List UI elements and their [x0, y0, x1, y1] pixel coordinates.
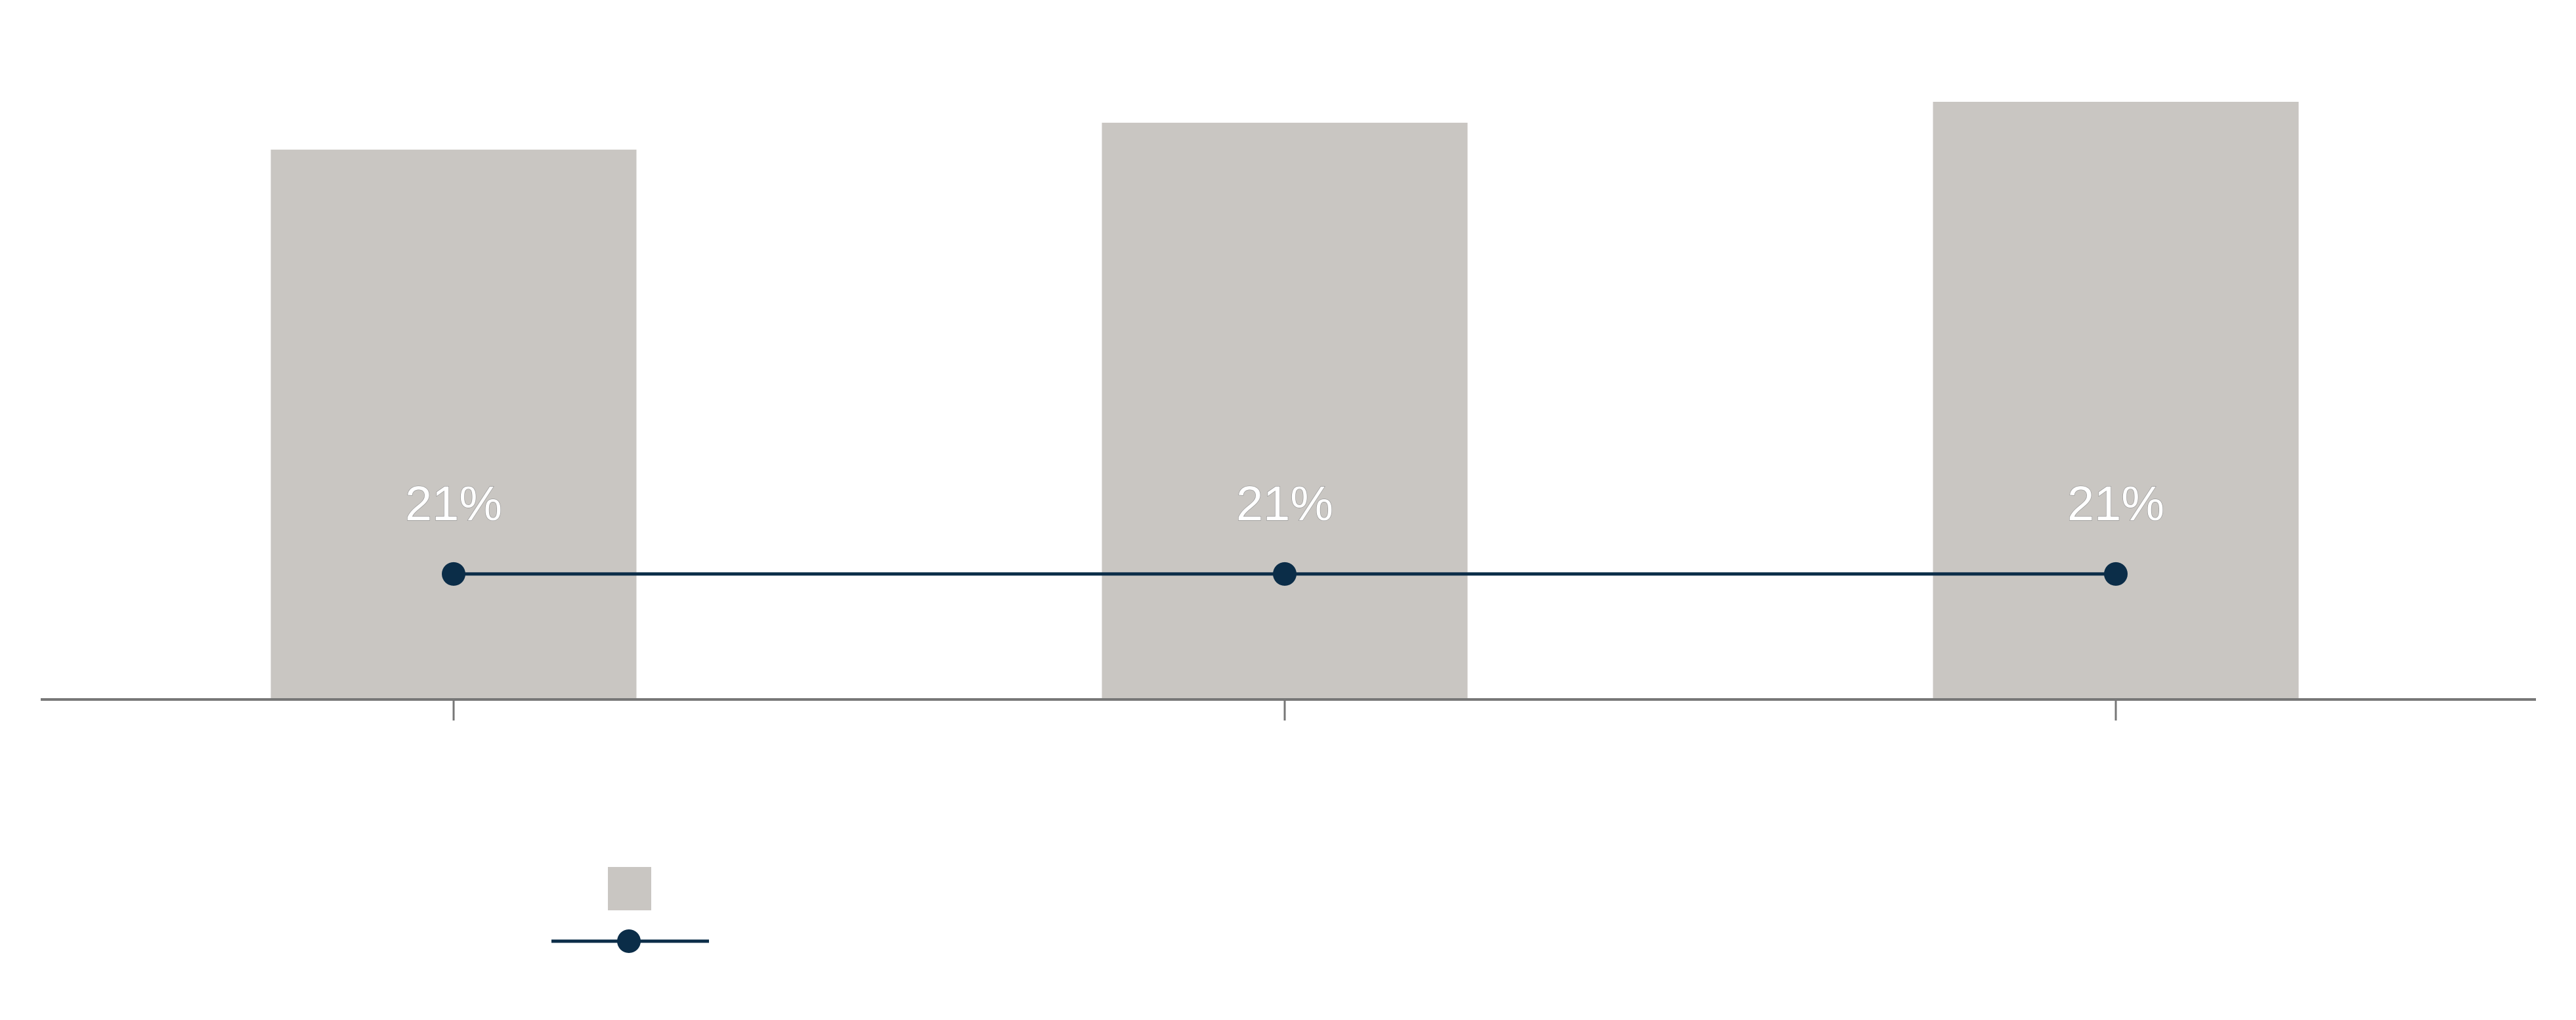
- x-axis: [41, 698, 2536, 721]
- bar: [1933, 102, 2299, 699]
- bar: [270, 149, 637, 700]
- bars-layer: [270, 102, 2299, 700]
- data-label: 21%: [405, 476, 502, 531]
- line-point: [2104, 562, 2128, 586]
- legend-bar-swatch: [608, 867, 651, 910]
- legend-line-marker: [617, 929, 641, 953]
- data-labels-layer: 21% 21% 21%: [404, 476, 2164, 531]
- line-point: [1273, 562, 1297, 586]
- bar: [1102, 122, 1468, 700]
- data-label: 21%: [2067, 476, 2164, 531]
- line-point: [442, 562, 465, 586]
- legend: [551, 867, 709, 953]
- line-series-layer: [442, 562, 2128, 586]
- data-label: 21%: [1236, 476, 1333, 531]
